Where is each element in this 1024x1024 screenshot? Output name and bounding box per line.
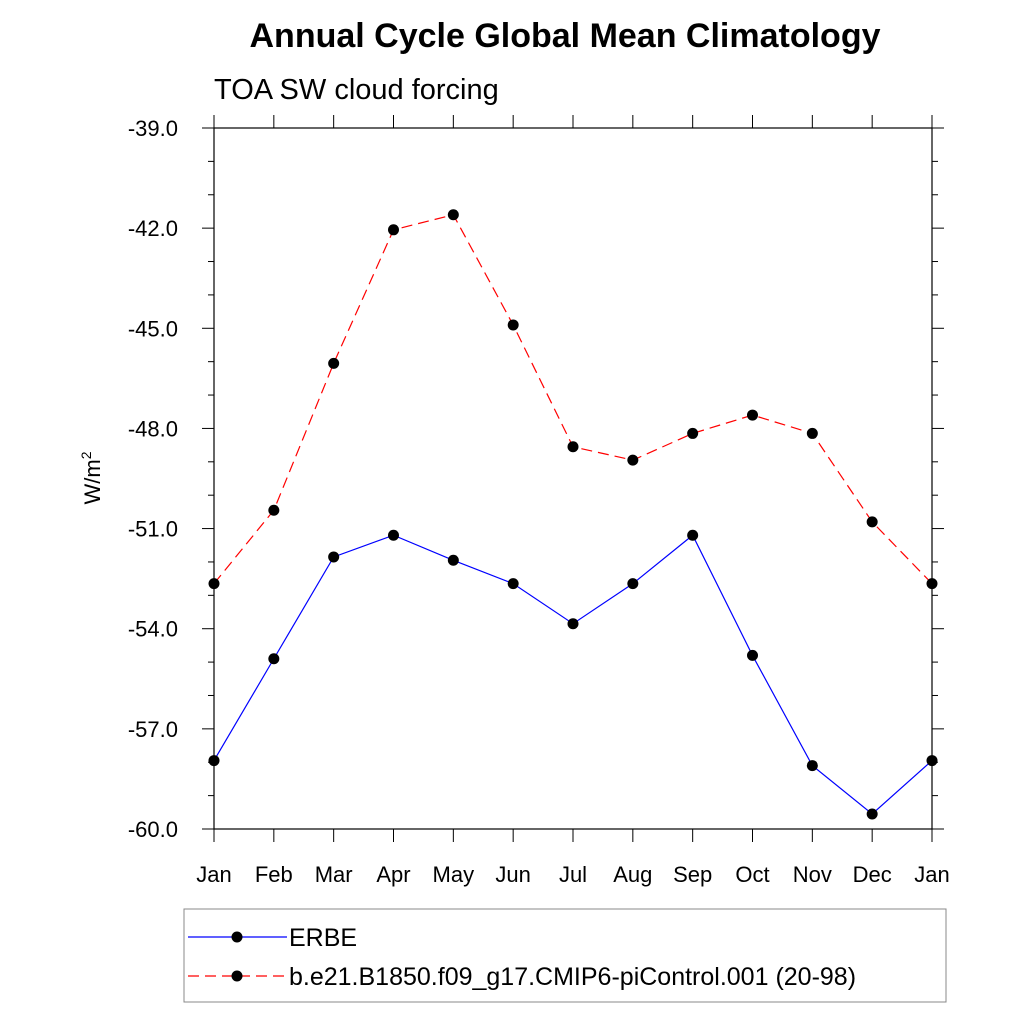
data-point bbox=[687, 427, 699, 439]
data-point bbox=[388, 529, 399, 541]
data-point bbox=[806, 427, 818, 439]
data-point bbox=[627, 578, 639, 590]
chart-subtitle: TOA SW cloud forcing bbox=[214, 74, 499, 106]
data-point bbox=[687, 529, 699, 541]
series-1 bbox=[208, 529, 938, 820]
legend-marker bbox=[231, 970, 243, 982]
y-axis-label-superscript: 2 bbox=[78, 451, 94, 459]
axes: Jan Feb Mar Apr May Jun Jul Aug Sep Oct Nov Dec Jan-… bbox=[128, 115, 950, 887]
legend-label: ERBE bbox=[289, 924, 357, 952]
data-point bbox=[328, 357, 340, 369]
data-point bbox=[507, 319, 519, 331]
data-point bbox=[447, 554, 459, 566]
y-tick-label: -39.0 bbox=[128, 116, 178, 141]
x-tick-label: Aug bbox=[613, 862, 652, 887]
x-tick-label: May bbox=[433, 862, 475, 887]
x-tick-label: Apr bbox=[376, 862, 410, 887]
legend-label: b.e21.B1850.f09_g17.CMIP6-piControl.001 … bbox=[289, 963, 856, 991]
chart-title: Annual Cycle Global Mean Climatology bbox=[250, 17, 881, 55]
series-line bbox=[213, 214, 933, 585]
y-tick-label: -54.0 bbox=[128, 617, 178, 642]
data-point bbox=[507, 578, 519, 590]
x-tick-label: Nov bbox=[793, 862, 832, 887]
x-tick-label: Jun bbox=[495, 862, 530, 887]
legend-marker bbox=[231, 931, 243, 943]
y-tick-label: -60.0 bbox=[128, 817, 178, 842]
data-point bbox=[208, 578, 220, 590]
x-tick-label: Mar bbox=[315, 862, 353, 887]
series-2 bbox=[208, 209, 938, 590]
data-point bbox=[447, 209, 459, 221]
plot-frame bbox=[213, 127, 933, 830]
data-point bbox=[567, 618, 579, 630]
x-tick-label: Jan bbox=[196, 862, 231, 887]
y-tick-label: -51.0 bbox=[128, 517, 178, 542]
series-layer bbox=[208, 209, 938, 820]
y-tick-label: -45.0 bbox=[128, 316, 178, 341]
data-point bbox=[268, 653, 280, 665]
data-point bbox=[866, 808, 878, 820]
x-tick-label: Dec bbox=[853, 862, 892, 887]
data-point bbox=[747, 649, 758, 661]
x-tick-label: Sep bbox=[673, 862, 712, 887]
data-point bbox=[747, 409, 758, 421]
data-point bbox=[328, 551, 340, 563]
data-point bbox=[268, 504, 280, 516]
y-axis-label: W/m2 bbox=[78, 451, 105, 504]
x-tick-label: Oct bbox=[735, 862, 769, 887]
y-tick-label: -42.0 bbox=[128, 216, 178, 241]
series-line bbox=[213, 534, 933, 815]
data-point bbox=[627, 454, 639, 466]
x-tick-label: Jul bbox=[559, 862, 587, 887]
data-point bbox=[388, 224, 399, 236]
y-tick-label: -48.0 bbox=[128, 416, 178, 441]
data-point bbox=[926, 578, 938, 590]
y-tick-label: -57.0 bbox=[128, 717, 178, 742]
legend-box bbox=[183, 908, 947, 1003]
data-point bbox=[208, 755, 220, 767]
x-tick-label: Jan bbox=[914, 862, 949, 887]
x-tick-label: Feb bbox=[255, 862, 293, 887]
data-point bbox=[866, 516, 878, 528]
y-axis-label-text: W/m bbox=[80, 459, 105, 504]
data-point bbox=[926, 755, 938, 767]
data-point bbox=[806, 760, 818, 772]
legend: ERBE b.e21.B1850.f09_g17.CMIP6-piControl.… bbox=[183, 908, 947, 1003]
data-point bbox=[567, 441, 579, 453]
